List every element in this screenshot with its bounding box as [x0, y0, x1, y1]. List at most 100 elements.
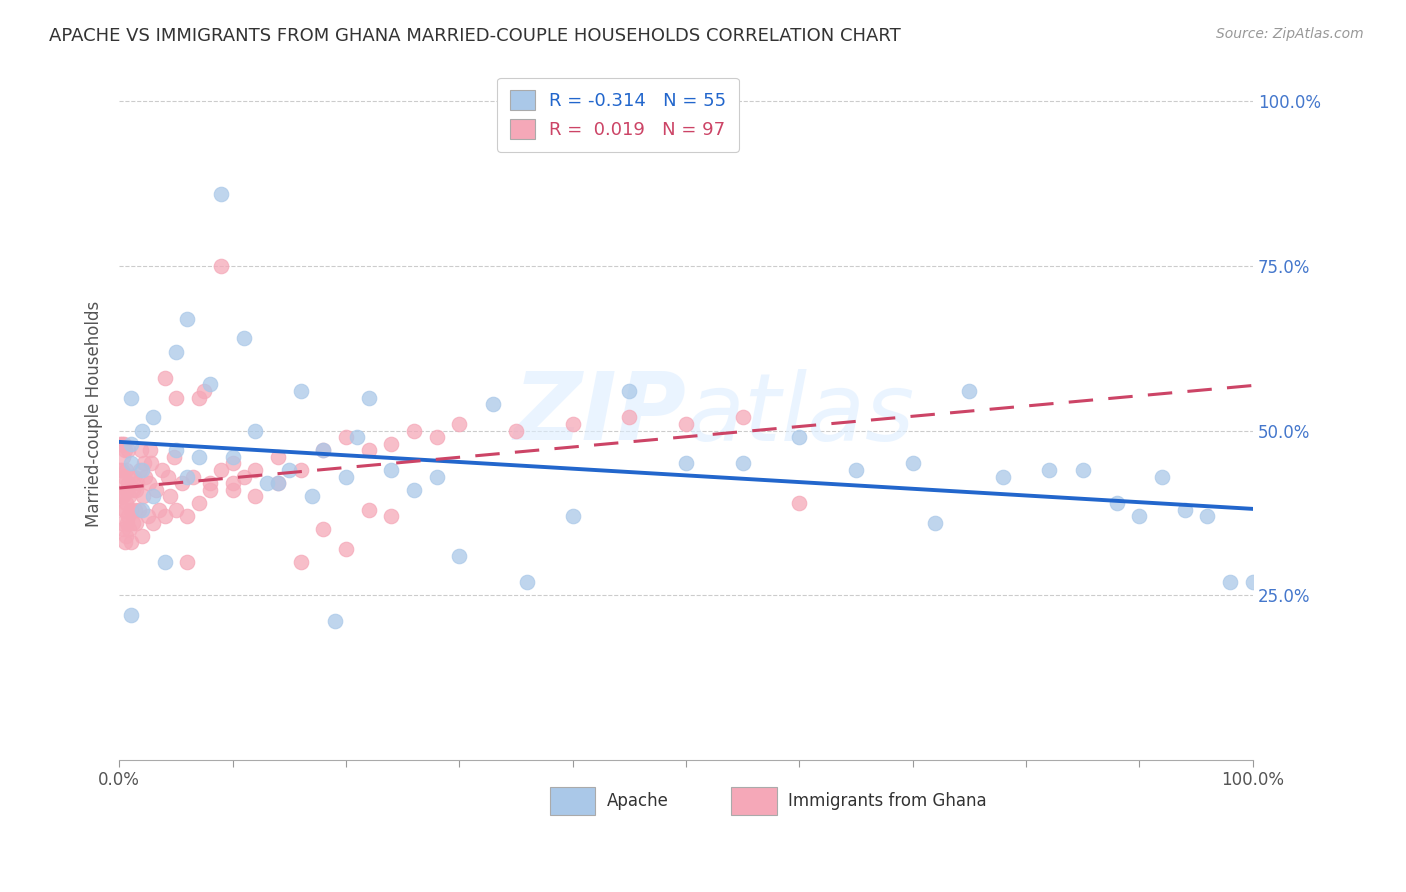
Point — [380, 463, 402, 477]
Point — [245, 463, 267, 477]
Point — [380, 509, 402, 524]
Point — [110, 516, 132, 530]
Point — [120, 535, 142, 549]
Point — [120, 457, 142, 471]
Point — [142, 410, 165, 425]
Point — [245, 424, 267, 438]
Point — [114, 443, 136, 458]
Point — [111, 450, 134, 464]
Point — [675, 457, 697, 471]
Point — [789, 496, 811, 510]
Point — [110, 436, 132, 450]
Point — [150, 463, 173, 477]
Point — [402, 424, 425, 438]
Point — [131, 424, 153, 438]
Point — [1071, 463, 1094, 477]
Point — [110, 463, 132, 477]
Point — [122, 483, 145, 497]
Text: APACHE VS IMMIGRANTS FROM GHANA MARRIED-COUPLE HOUSEHOLDS CORRELATION CHART: APACHE VS IMMIGRANTS FROM GHANA MARRIED-… — [49, 27, 901, 45]
Point — [426, 430, 449, 444]
Point — [959, 384, 981, 398]
Point — [245, 489, 267, 503]
Point — [118, 489, 141, 503]
Point — [335, 430, 357, 444]
Point — [120, 607, 142, 622]
Point — [153, 555, 176, 569]
Point — [619, 410, 641, 425]
Point — [267, 476, 290, 491]
Point — [301, 489, 323, 503]
Point — [731, 457, 754, 471]
Point — [449, 417, 471, 431]
Point — [187, 450, 209, 464]
Point — [675, 417, 697, 431]
Point — [1152, 469, 1174, 483]
Point — [267, 450, 290, 464]
Point — [139, 443, 162, 458]
Point — [1174, 502, 1197, 516]
Point — [357, 502, 380, 516]
Point — [789, 430, 811, 444]
Point — [312, 443, 335, 458]
Point — [290, 384, 312, 398]
Point — [125, 483, 148, 497]
Point — [165, 502, 187, 516]
Point — [1038, 463, 1060, 477]
Point — [176, 509, 198, 524]
Point — [115, 516, 138, 530]
Point — [131, 502, 153, 516]
Point — [346, 430, 368, 444]
Point — [561, 509, 583, 524]
Point — [125, 516, 148, 530]
Point — [110, 436, 132, 450]
Point — [128, 502, 150, 516]
Point — [124, 502, 146, 516]
Point — [357, 391, 380, 405]
Point — [221, 450, 243, 464]
Point — [176, 311, 198, 326]
Point — [901, 457, 924, 471]
Point — [159, 489, 181, 503]
Point — [139, 457, 162, 471]
Point — [233, 331, 256, 345]
Text: atlas: atlas — [686, 368, 914, 459]
Point — [482, 397, 505, 411]
Point — [1197, 509, 1219, 524]
Point — [1219, 574, 1241, 589]
Point — [357, 443, 380, 458]
Point — [134, 469, 156, 483]
Point — [1128, 509, 1150, 524]
Point — [278, 463, 301, 477]
Point — [129, 443, 152, 458]
Point — [198, 476, 221, 491]
Point — [449, 549, 471, 563]
FancyBboxPatch shape — [550, 788, 595, 815]
Point — [120, 502, 142, 516]
Point — [115, 463, 138, 477]
Point — [127, 476, 149, 491]
Point — [122, 516, 145, 530]
Point — [731, 410, 754, 425]
Point — [176, 469, 198, 483]
Point — [290, 463, 312, 477]
Point — [148, 502, 170, 516]
Point — [165, 391, 187, 405]
Point — [561, 417, 583, 431]
Point — [267, 476, 290, 491]
Text: Immigrants from Ghana: Immigrants from Ghana — [789, 792, 987, 810]
Text: ZIP: ZIP — [513, 368, 686, 460]
Point — [145, 483, 167, 497]
Point — [924, 516, 946, 530]
Point — [117, 476, 139, 491]
Point — [193, 384, 215, 398]
Point — [110, 489, 132, 503]
Point — [120, 436, 142, 450]
Point — [111, 522, 134, 536]
Point — [117, 509, 139, 524]
Point — [110, 463, 132, 477]
Point — [312, 522, 335, 536]
Point — [170, 476, 193, 491]
Point — [120, 469, 142, 483]
Point — [165, 443, 187, 458]
Point — [176, 555, 198, 569]
